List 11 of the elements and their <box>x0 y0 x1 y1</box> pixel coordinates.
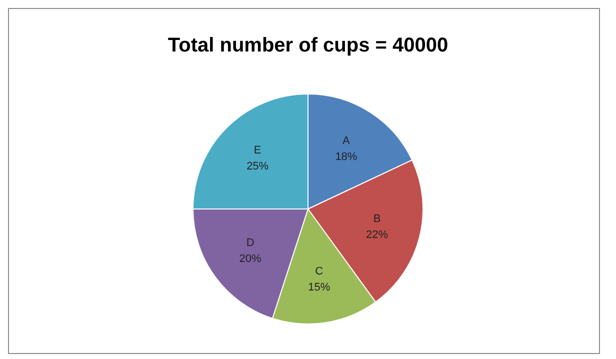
data-label: 15% <box>308 281 330 294</box>
data-label: 18% <box>335 150 358 163</box>
slice-label: E <box>254 144 262 157</box>
data-label: 25% <box>246 160 269 173</box>
slice-label: D <box>246 236 254 249</box>
chart-title: Total number of cups = 40000 <box>168 34 448 57</box>
slice-label: A <box>342 134 351 147</box>
slice-label: C <box>315 265 324 278</box>
data-label: 22% <box>366 228 388 241</box>
data-label: 20% <box>239 252 262 265</box>
slice-label: B <box>373 212 381 225</box>
